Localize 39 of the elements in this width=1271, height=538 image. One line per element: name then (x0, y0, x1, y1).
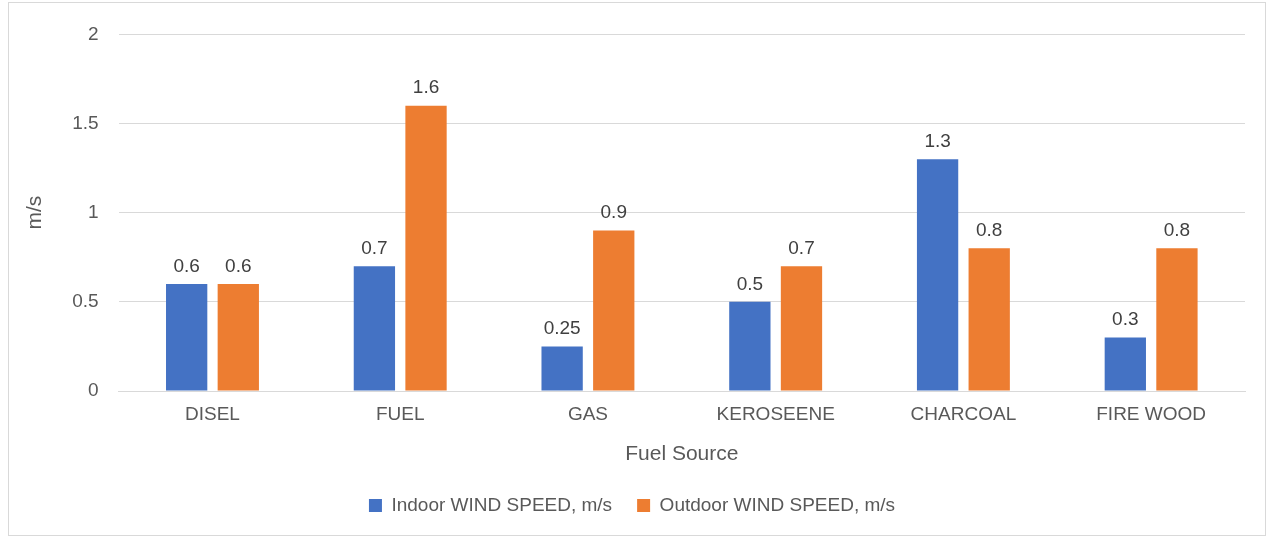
data-label: 0.5 (736, 272, 764, 294)
x-tick-label: GAS (567, 402, 608, 424)
bar (353, 266, 396, 391)
data-label: 1.6 (412, 76, 440, 98)
y-tick-label: 2 (88, 22, 99, 44)
data-label: 0.7 (361, 236, 388, 258)
y-tick-label: 0.5 (72, 290, 99, 312)
x-axis-title: Fuel Source (625, 441, 739, 465)
x-tick-label: KEROSEENE (716, 402, 835, 424)
bar (166, 284, 208, 391)
bar (916, 159, 959, 391)
data-label: 0.9 (600, 201, 627, 223)
bar (1156, 248, 1198, 391)
data-label: 0.25 (543, 317, 581, 339)
x-tick-label: CHARCOAL (910, 402, 1017, 424)
data-label: 0.6 (225, 254, 252, 276)
bar (405, 105, 447, 391)
bar (1104, 337, 1146, 391)
bar (541, 346, 583, 391)
legend-label: Outdoor WIND SPEED, m/s (659, 493, 896, 515)
bar (968, 248, 1010, 391)
legend-label: Indoor WIND SPEED, m/s (391, 493, 613, 515)
x-tick-label: FIRE WOOD (1096, 402, 1207, 424)
x-tick-label: DISEL (185, 402, 240, 424)
bar (729, 301, 771, 391)
data-label: 1.3 (924, 129, 951, 151)
y-axis-title: m/s (22, 195, 46, 230)
y-tick-label: 1.5 (72, 111, 99, 133)
bar (217, 284, 259, 391)
data-label: 0.7 (788, 236, 815, 258)
data-label: 0.8 (1163, 219, 1191, 241)
y-tick-label: 0 (88, 379, 99, 401)
bar (780, 266, 823, 391)
bar (593, 230, 635, 391)
data-label: 0.3 (1112, 308, 1139, 330)
data-label: 0.6 (173, 254, 200, 276)
data-label: 0.8 (976, 219, 1003, 241)
x-tick-label: FUEL (375, 402, 425, 424)
y-tick-label: 1 (88, 200, 99, 222)
